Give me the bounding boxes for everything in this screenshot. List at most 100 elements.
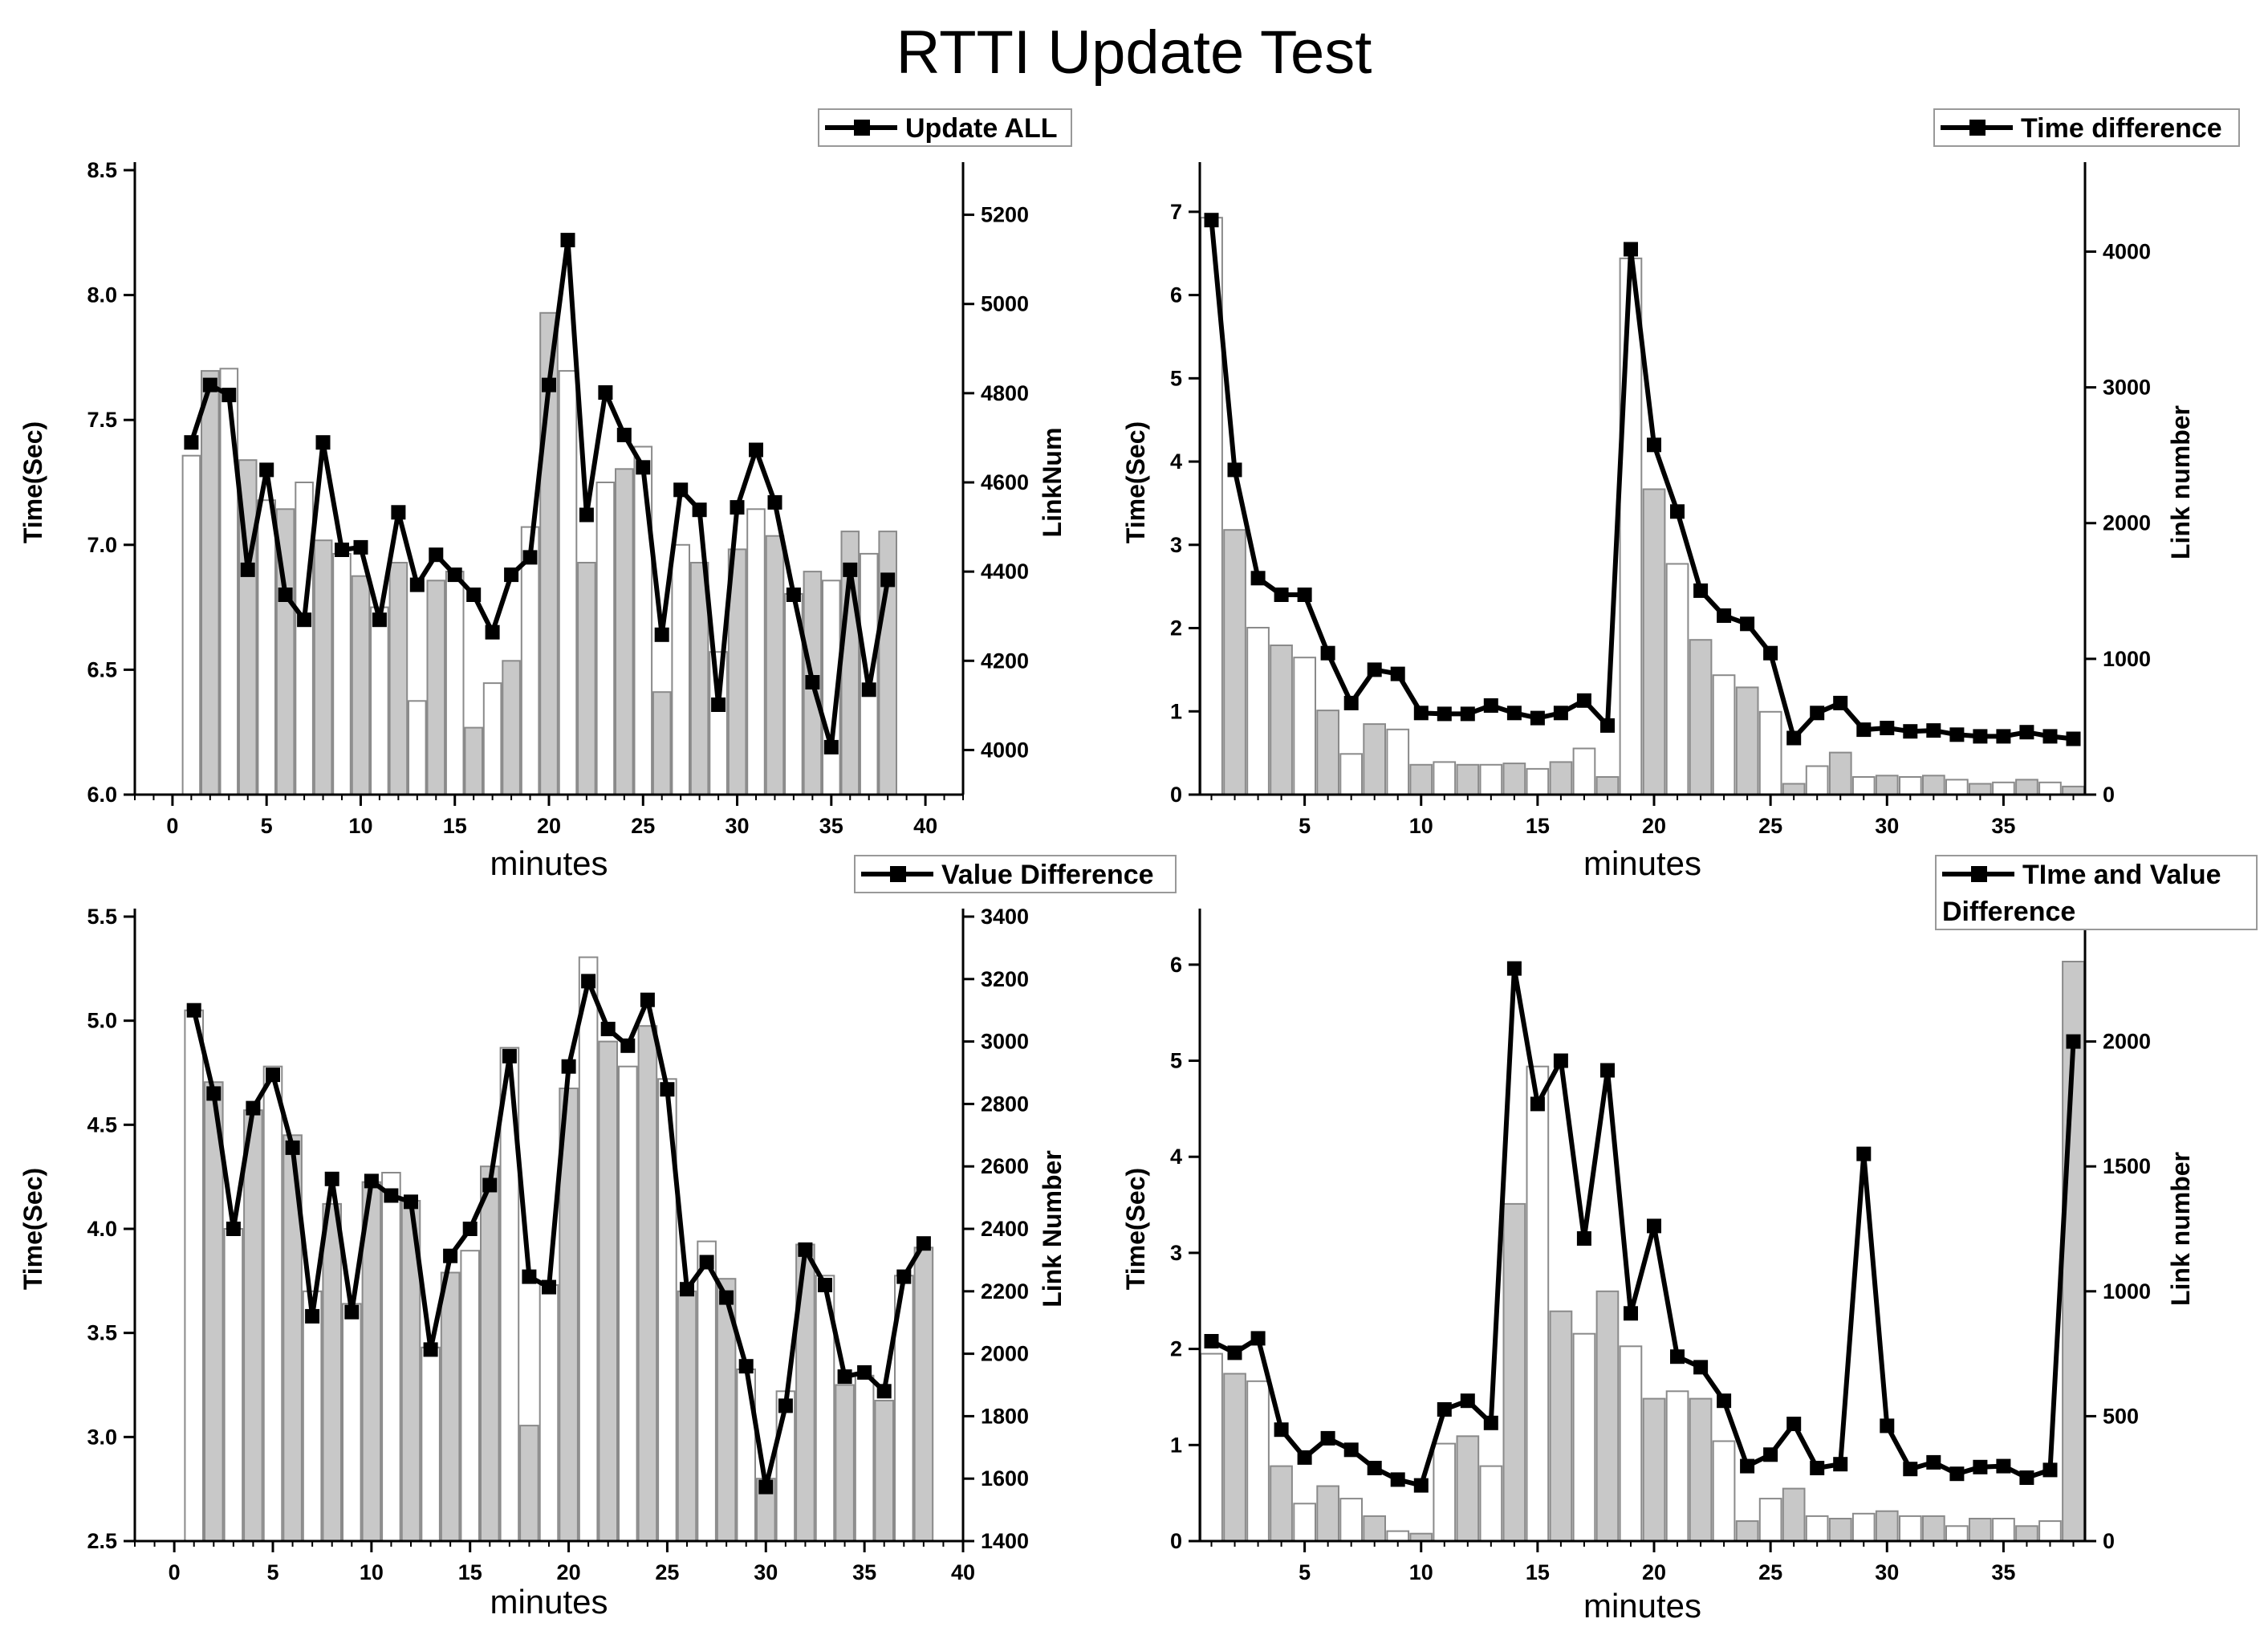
series-line (189, 238, 891, 750)
data-point (285, 1140, 300, 1155)
data-point (1624, 1306, 1638, 1321)
x-tick-label: 25 (1758, 814, 1782, 838)
data-point (353, 539, 368, 555)
y-tick-label: 3 (1170, 1241, 1182, 1265)
data-point (1320, 1430, 1335, 1446)
y-tick-label: 4 (1170, 1145, 1182, 1169)
data-point (823, 739, 839, 754)
data-point (226, 1222, 241, 1236)
bar (1386, 728, 1410, 795)
bar (1246, 627, 1270, 795)
y2-tick-label: 1800 (981, 1404, 1029, 1428)
y2-tick-label: 2600 (981, 1154, 1029, 1178)
data-point (1740, 616, 1755, 632)
y2-tick-label: 1500 (2103, 1154, 2151, 1178)
data-point (1204, 213, 1219, 228)
data-point (654, 627, 669, 642)
data-point (186, 1003, 201, 1018)
bar (381, 1172, 401, 1542)
chart-value-difference: 0 5 10 15 20 25 30 35 40 2.5 3.0 3.5 4.0 4.5 5.0 5.5 140… (18, 855, 1177, 1621)
bar (1223, 529, 1246, 795)
data-point (1460, 1393, 1475, 1409)
bar (1293, 657, 1317, 796)
bar (1712, 1440, 1736, 1542)
data-point (798, 1242, 813, 1257)
data-point (673, 482, 689, 498)
y2-axis-title: Link number (2166, 1152, 2195, 1306)
y2-tick-label: 4000 (981, 738, 1029, 762)
legend-marker (1969, 120, 1986, 136)
bar (1805, 1515, 1829, 1543)
data-point (1624, 242, 1638, 257)
bar (1339, 1498, 1364, 1542)
data-point (1693, 583, 1709, 598)
data-point (1576, 693, 1591, 708)
data-point (305, 1308, 320, 1324)
data-point (1530, 710, 1545, 726)
bar (1270, 1465, 1293, 1542)
bar (598, 1040, 619, 1542)
data-point (2066, 731, 2081, 746)
data-point (2019, 1470, 2034, 1485)
bar (577, 562, 596, 795)
legend-marker (1971, 866, 1987, 882)
y2-tick-label: 4000 (2103, 239, 2151, 263)
x-tick-label: 25 (1758, 1560, 1782, 1584)
bar (1922, 775, 1945, 795)
bar (671, 543, 691, 795)
y2-tick-label: 4600 (981, 470, 1029, 494)
data-point (522, 1269, 537, 1284)
data-point (660, 1082, 675, 1097)
bar (426, 580, 446, 795)
data-point (1926, 723, 1941, 738)
x-tick-label: 10 (360, 1560, 384, 1584)
y-tick-label: 6 (1170, 283, 1182, 307)
legend-label: Difference (1942, 897, 2075, 927)
data-point (620, 1038, 636, 1053)
bar (1502, 763, 1526, 795)
y2-tick-label: 2000 (981, 1342, 1029, 1366)
bar (558, 370, 578, 796)
data-point (837, 1369, 852, 1385)
bar (1735, 1520, 1759, 1542)
data-point (1670, 504, 1685, 519)
data-point (1903, 724, 1918, 739)
y2-axis-title: LinkNum (1038, 428, 1067, 538)
data-point (297, 612, 312, 628)
legend-label: TIme and Value (2022, 860, 2221, 890)
x-tick-label: 10 (1409, 1560, 1433, 1584)
data-point (778, 1398, 793, 1413)
bar (1689, 1397, 1713, 1542)
bar (1619, 257, 1643, 795)
data-point (1367, 1461, 1382, 1475)
bar (709, 651, 728, 796)
data-point (1390, 666, 1405, 681)
bar (1386, 1530, 1410, 1542)
data-point (857, 1364, 872, 1380)
data-point (1670, 1349, 1685, 1364)
bar (1246, 1380, 1270, 1543)
chart-time-and-value-difference: 5101520253035012345605001000150020002500… (1121, 855, 2258, 1625)
x-tick-label: 20 (537, 814, 561, 838)
bar (1456, 1435, 1480, 1543)
data-point (1949, 727, 1965, 742)
x-tick-label: 5 (266, 1560, 278, 1584)
y-tick-label: 2.5 (87, 1529, 117, 1553)
x-tick-label: 40 (913, 814, 937, 838)
bar (2062, 785, 2085, 796)
legend-marker (890, 866, 906, 882)
bar (1270, 645, 1293, 795)
data-point (404, 1194, 418, 1210)
bar (637, 1025, 658, 1542)
x-tick-label: 15 (1526, 1560, 1550, 1584)
y2-tick-label: 500 (2103, 1404, 2139, 1428)
data-point (1204, 1334, 1219, 1348)
data-point (1856, 1146, 1872, 1161)
data-point (818, 1278, 832, 1292)
data-point (843, 562, 858, 577)
y-tick-label: 5.5 (87, 905, 117, 929)
bar (765, 535, 785, 795)
legend-box (1935, 855, 2258, 930)
data-point (738, 1359, 754, 1374)
bar (1758, 710, 1782, 795)
